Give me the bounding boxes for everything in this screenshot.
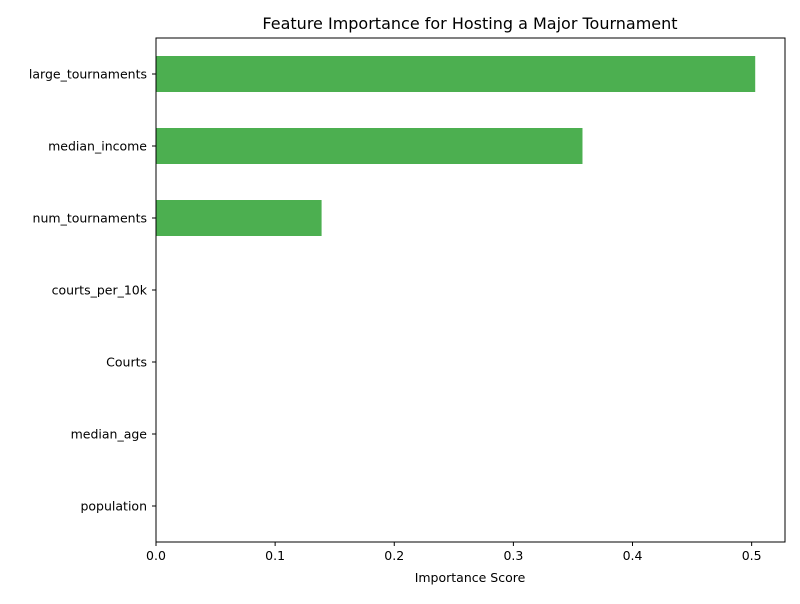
x-tick-label-0: 0.0 — [146, 548, 166, 563]
y-tick-label-median-age: median_age — [71, 427, 148, 442]
y-tick-label-median-income: median_income — [48, 139, 147, 154]
bars-layer — [156, 56, 756, 236]
x-tick-label-5: 0.5 — [742, 548, 762, 563]
x-axis-ticks: 0.0 0.1 0.2 0.3 0.4 0.5 — [146, 542, 762, 563]
bar-large-tournaments — [156, 56, 756, 92]
y-tick-label-courts: Courts — [106, 355, 147, 370]
x-tick-label-3: 0.3 — [503, 548, 523, 563]
x-tick-label-4: 0.4 — [623, 548, 643, 563]
bar-median-income — [156, 128, 583, 164]
y-tick-label-num-tournaments: num_tournaments — [33, 211, 147, 226]
bar-num-tournaments — [156, 200, 322, 236]
x-tick-label-1: 0.1 — [265, 548, 285, 563]
y-tick-label-large-tournaments: large_tournaments — [29, 67, 147, 82]
y-tick-label-courts-per-10k: courts_per_10k — [52, 283, 148, 298]
y-axis-ticks: large_tournaments median_income num_tourna… — [29, 67, 156, 514]
x-tick-label-2: 0.2 — [384, 548, 404, 563]
chart-title: Feature Importance for Hosting a Major T… — [262, 14, 677, 33]
plot-frame — [155, 37, 786, 543]
y-tick-label-population: population — [80, 499, 147, 514]
x-axis-label: Importance Score — [415, 570, 526, 585]
